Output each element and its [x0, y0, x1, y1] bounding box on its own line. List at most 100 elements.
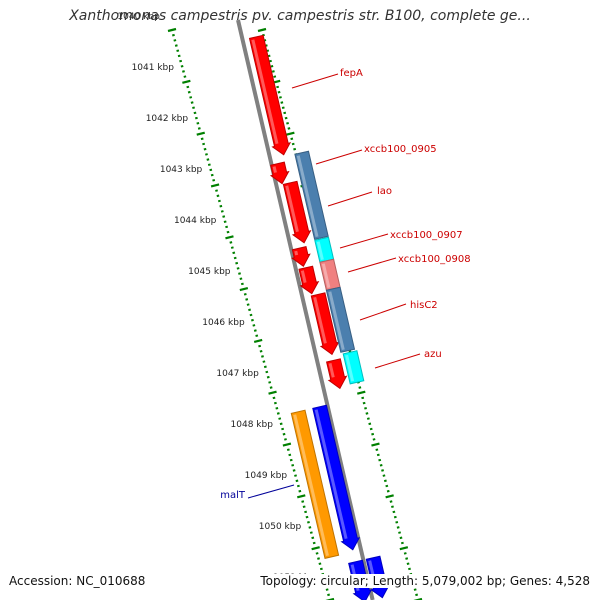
ruler-tick — [288, 453, 292, 457]
ruler-tick — [182, 79, 191, 84]
ruler-tick — [369, 427, 373, 431]
ruler-tick — [187, 90, 191, 94]
ruler-tick — [186, 85, 190, 89]
ruler-tick — [258, 344, 262, 348]
ruler-tick — [269, 386, 273, 389]
ruler-tick — [311, 536, 315, 540]
ruler-tick — [243, 293, 247, 296]
ruler-tick — [253, 338, 263, 343]
ruler-tick — [284, 438, 287, 441]
ruler-tick — [396, 526, 400, 529]
ruler-tick — [273, 75, 277, 78]
ruler-tick — [277, 90, 281, 94]
ruler-tick — [297, 494, 306, 499]
gene-highlight — [294, 250, 299, 256]
ruler-tick — [413, 588, 417, 591]
ruler-tick — [206, 158, 210, 161]
ruler-tick — [229, 241, 233, 244]
ruler-tick — [298, 489, 302, 493]
ruler-tick — [371, 432, 375, 436]
gene-feature — [310, 292, 340, 356]
ruler-tick — [262, 360, 266, 363]
ruler-tick — [217, 199, 221, 203]
gene-feature — [342, 350, 365, 385]
ruler-tick — [202, 142, 206, 146]
ruler-tick — [318, 562, 322, 565]
ruler-tick — [180, 65, 184, 68]
ruler-tick — [207, 163, 211, 166]
ruler-tick — [269, 59, 272, 63]
ruler-tick — [293, 147, 297, 151]
ruler-tick — [210, 183, 220, 188]
ruler-tick — [375, 448, 379, 451]
ruler-tick — [325, 588, 329, 591]
ruler-tick — [239, 277, 243, 280]
ruler-tick — [276, 85, 280, 89]
label-leader-line — [359, 303, 407, 321]
ruler-label: 1046 kbp — [202, 318, 245, 328]
gene-label: xccb100_0905 — [364, 144, 437, 155]
label-leader-line — [247, 484, 295, 499]
ruler-tick — [415, 593, 419, 597]
ruler-tick — [362, 401, 366, 405]
ruler-tick — [304, 510, 308, 514]
ruler-tick — [286, 122, 289, 125]
ruler-tick — [197, 127, 201, 130]
ruler-tick — [289, 458, 293, 462]
ruler-tick — [215, 189, 218, 192]
ruler-tick — [249, 313, 253, 317]
ruler-tick — [315, 552, 319, 555]
ruler-tick — [385, 494, 394, 499]
ruler-tick — [278, 96, 282, 99]
gene-highlight — [313, 296, 327, 344]
ruler-tick — [286, 448, 290, 451]
label-leader-line — [339, 233, 389, 249]
ruler-tick — [261, 355, 264, 358]
ruler-tick — [348, 350, 352, 353]
ruler-tick — [236, 267, 240, 270]
ruler-tick — [291, 464, 295, 467]
gene-highlight — [314, 409, 348, 540]
map-title: Xanthomonas campestris pv. campestris st… — [69, 8, 531, 24]
ruler-label: 1043 kbp — [160, 165, 203, 175]
label-leader-line — [315, 149, 363, 165]
ruler-tick — [173, 39, 177, 42]
ruler-tick — [408, 567, 411, 571]
ruler-tick — [392, 510, 396, 514]
ruler-tick — [376, 453, 380, 457]
ruler-tick — [257, 27, 267, 33]
gene-label: malT — [220, 490, 246, 501]
ruler-tick — [265, 370, 269, 374]
ruler-tick — [381, 469, 384, 472]
ruler-tick — [192, 106, 195, 109]
ruler-tick — [183, 75, 187, 78]
ruler-tick — [371, 442, 380, 447]
ruler-tick — [386, 489, 390, 493]
ruler-tick — [399, 546, 409, 551]
label-leader-line — [327, 191, 373, 207]
gene-label: xccb100_0908 — [398, 254, 471, 265]
ruler-tick — [357, 390, 366, 395]
ruler-tick — [259, 350, 263, 353]
ruler-tick — [245, 298, 249, 301]
ruler-tick — [232, 251, 236, 255]
ruler-tick — [240, 282, 244, 286]
ruler-tick — [263, 365, 267, 369]
ruler-label: 1050 kbp — [259, 522, 302, 532]
ruler-tick — [248, 308, 252, 312]
gene-highlight — [285, 185, 299, 233]
ruler-tick — [307, 521, 310, 524]
gene-label: lao — [377, 186, 392, 197]
ruler-tick — [253, 329, 257, 332]
ruler-tick — [372, 438, 376, 441]
ruler-label: 1040 kbp — [117, 12, 160, 22]
ruler-labels: 1040 kbp 1041 kbp 1042 kbp 1043 kbp 1044 kbp… — [117, 12, 315, 583]
gene-label-lines — [247, 73, 421, 499]
ruler-tick — [209, 168, 213, 172]
ruler-tick — [383, 479, 387, 483]
ruler-tick — [239, 287, 249, 292]
ruler-tick — [365, 412, 369, 415]
ruler-tick — [266, 375, 270, 379]
